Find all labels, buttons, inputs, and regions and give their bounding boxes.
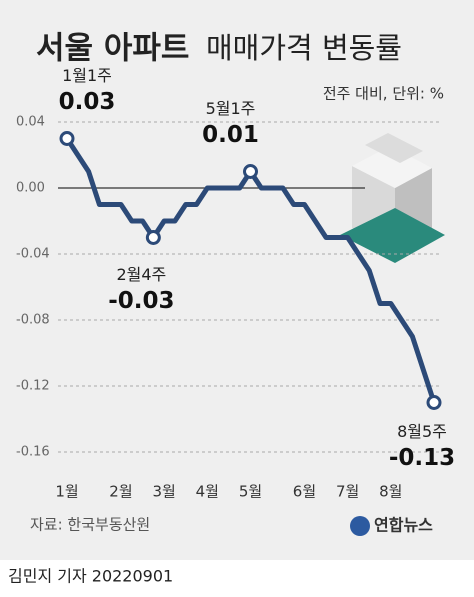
chart-title-bold: 서울 아파트 [36,31,189,67]
building-icon [340,133,445,263]
y-tick-label: -0.12 [16,379,50,394]
x-tick-label: 6월 [293,483,316,501]
annotation-label: 8월5주 [397,422,447,441]
byline: 김민지 기자 20220901 [8,567,173,586]
background [0,0,474,560]
subtitle: 전주 대비, 단위: % [323,85,444,103]
chart-title: 매매가격 변동률 [206,31,402,65]
plot: 0.04 0.00 -0.04 -0.08 -0.12 -0.16 1월 2월 3월 4월 5월 6월… [16,66,455,501]
y-tick-label: -0.16 [16,445,50,460]
logo: 연합뉴스 [374,516,433,535]
x-tick-label: 1월 [55,483,78,501]
highlight-point [145,230,161,245]
x-tick-label: 5월 [239,483,262,501]
annotation-value: 0.01 [202,122,259,148]
annotation-value: 0.03 [59,89,116,115]
x-tick-label: 2월 [109,483,132,501]
x-tick-label: 4월 [196,483,219,501]
highlight-point [426,395,442,410]
annotation-label: 2월4주 [116,265,166,284]
footer-band [0,560,474,593]
highlight-point [243,164,258,179]
annotation-label: 5월1주 [206,99,256,118]
y-tick-label: 0.04 [16,115,45,130]
x-tick-label: 3월 [152,483,175,501]
highlight-point [59,131,75,146]
x-tick-label: 7월 [336,483,359,501]
annotation-value: -0.13 [389,445,455,471]
y-tick-label: -0.08 [16,313,50,328]
annotation-value: -0.03 [108,288,174,314]
y-tick-label: 0.00 [16,181,45,196]
y-tick-label: -0.04 [16,247,50,262]
source: 자료: 한국부동산원 [30,516,150,534]
x-tick-label: 8월 [379,483,402,501]
annotation-label: 1월1주 [62,66,112,85]
logo-icon [350,516,370,536]
